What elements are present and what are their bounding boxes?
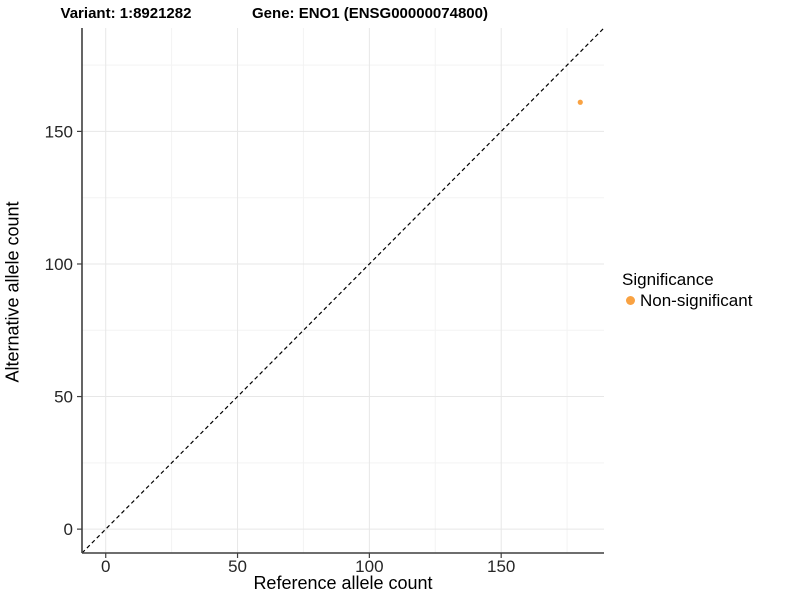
y-tick-label: 150: [45, 122, 73, 141]
x-tick-label: 50: [228, 557, 247, 576]
y-tick-label: 0: [64, 520, 73, 539]
variant-title: Variant: 1:8921282: [60, 5, 192, 22]
legend-point-swatch-icon: [626, 296, 635, 305]
data-point: [577, 99, 583, 105]
legend-item-label: Non-significant: [640, 291, 753, 310]
legend: Significance Non-significant: [622, 269, 752, 311]
x-tick-label: 150: [487, 557, 515, 576]
y-tick-label: 50: [54, 388, 73, 407]
y-tick-label: 100: [45, 255, 73, 274]
identity-line: [81, 27, 605, 554]
x-tick-label: 100: [355, 557, 383, 576]
x-tick-label: 0: [101, 557, 110, 576]
legend-title: Significance: [622, 270, 714, 289]
gene-title: Gene: ENO1 (ENSG00000074800): [252, 5, 488, 22]
x-axis-title: Reference allele count: [253, 573, 433, 593]
legend-item: Non-significant: [622, 290, 752, 311]
y-axis-title: Alternative allele count: [2, 201, 23, 383]
